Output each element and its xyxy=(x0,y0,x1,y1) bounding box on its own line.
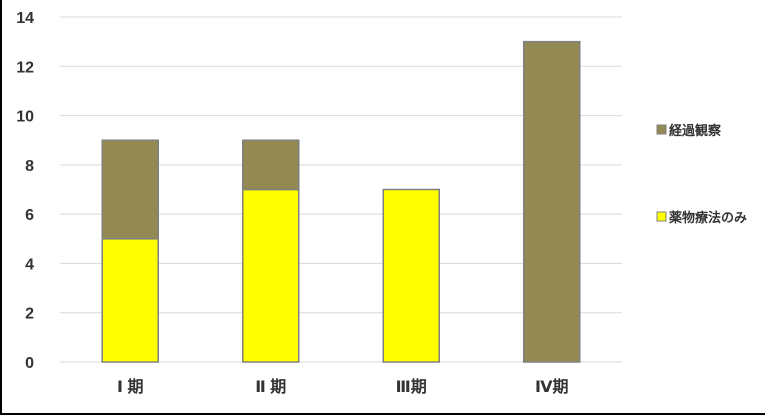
y-tick-label: 14 xyxy=(16,10,34,27)
legend-label-経過観察: 経過観察 xyxy=(669,123,722,138)
x-axis-ticks: Ⅰ 期 Ⅱ 期 Ⅲ期 Ⅳ期 xyxy=(117,377,569,396)
legend-swatch-経過観察 xyxy=(656,124,667,135)
x-tick-label: Ⅳ期 xyxy=(535,377,569,396)
y-tick-label: 4 xyxy=(25,256,34,273)
x-tick-label: Ⅱ 期 xyxy=(255,377,286,396)
x-tick-label: Ⅲ期 xyxy=(396,377,427,396)
y-tick-label: 2 xyxy=(25,306,34,323)
bar-薬物療法のみ-Ⅲ期 xyxy=(382,188,440,363)
y-tick-label: 10 xyxy=(16,109,34,126)
y-tick-label: 0 xyxy=(25,355,34,372)
y-tick-label: 8 xyxy=(25,158,34,175)
bar-薬物療法のみ-Ⅱ-期 xyxy=(242,188,300,363)
bar-経過観察-Ⅰ-期 xyxy=(101,139,159,240)
y-tick-label: 12 xyxy=(16,59,34,76)
y-tick-label: 6 xyxy=(25,207,34,224)
bars xyxy=(101,40,581,363)
legend-label-薬物療法のみ: 薬物療法のみ xyxy=(668,210,747,225)
legend-swatch-薬物療法のみ xyxy=(656,211,667,222)
bar-経過観察-Ⅱ-期 xyxy=(242,139,300,191)
y-axis-ticks: 0 2 4 6 8 10 12 14 xyxy=(16,10,34,372)
bar-薬物療法のみ-Ⅰ-期 xyxy=(101,238,159,363)
bar-経過観察-Ⅳ期 xyxy=(523,40,581,363)
x-tick-label: Ⅰ 期 xyxy=(117,377,143,396)
